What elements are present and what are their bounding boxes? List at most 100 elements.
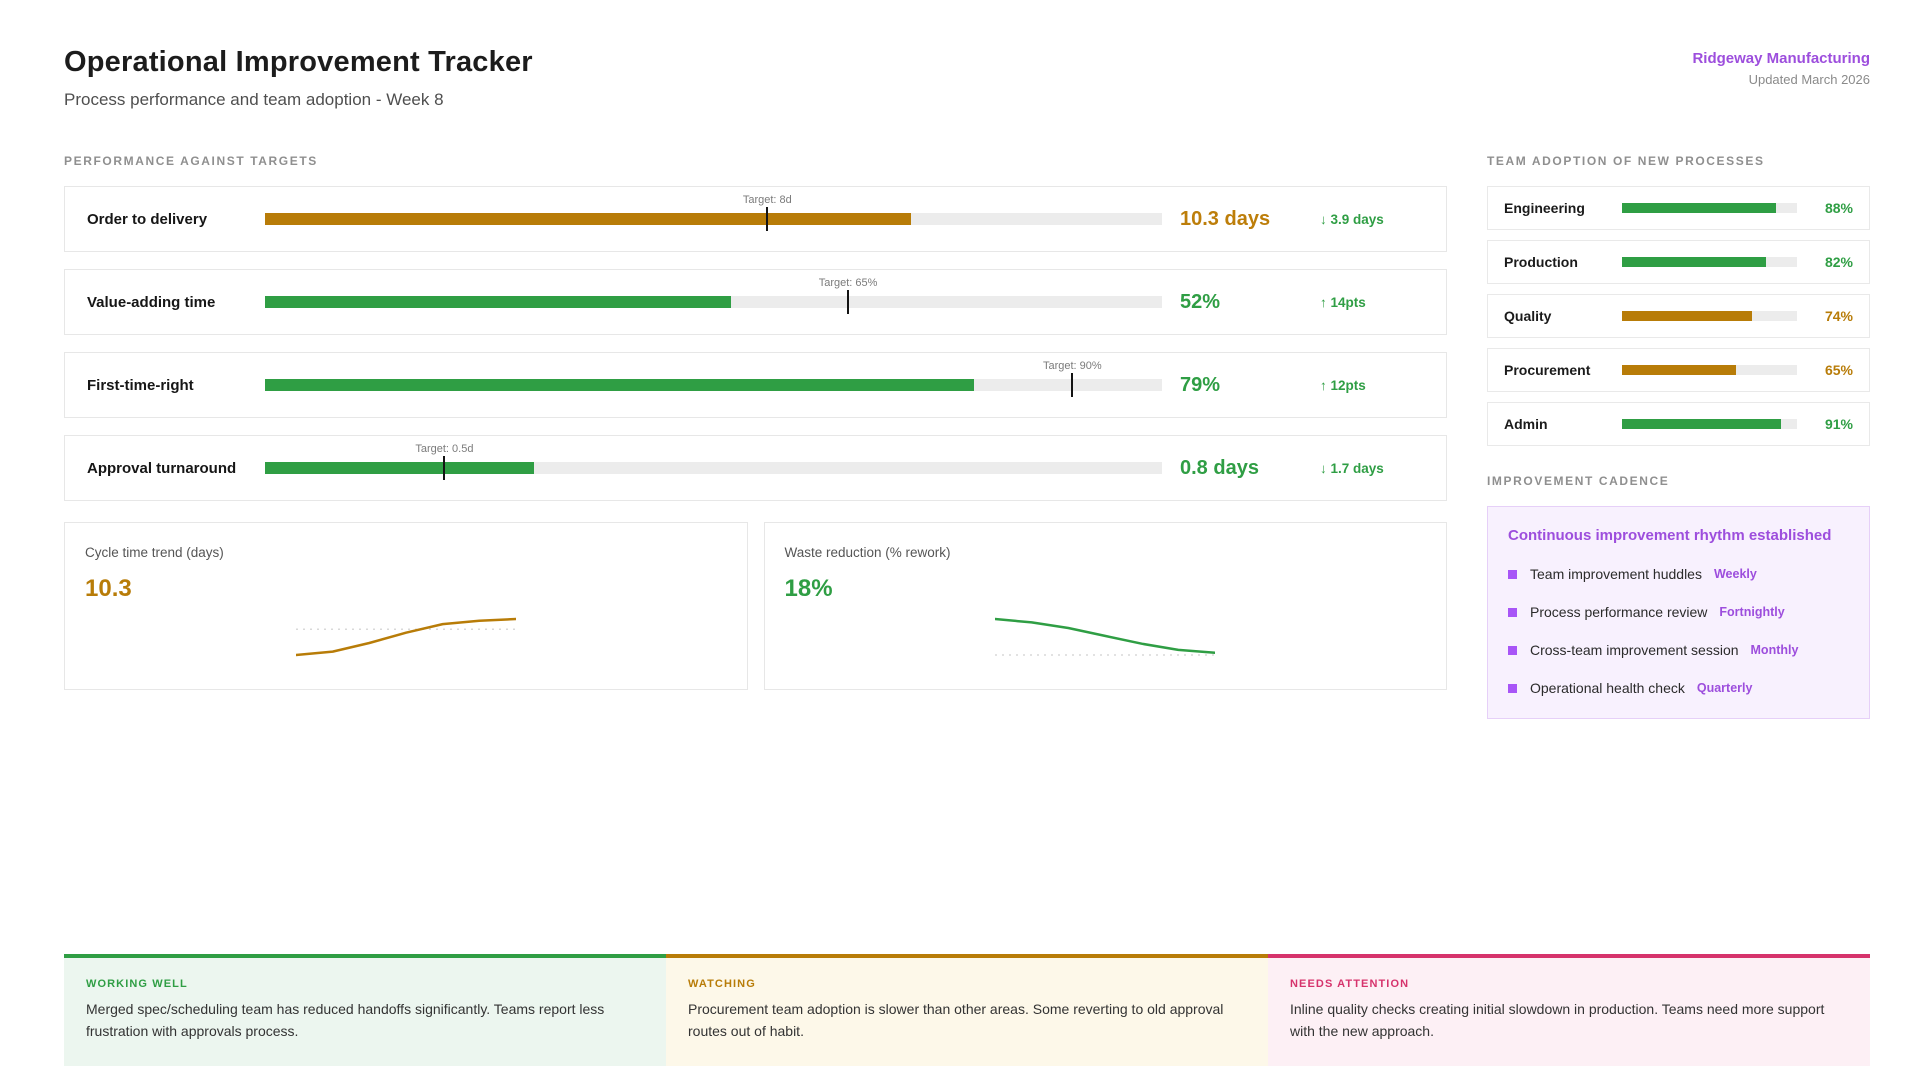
cadence-item: Process performance review Fortnightly <box>1508 604 1849 620</box>
metric-label: First-time-right <box>87 376 194 394</box>
adoption-pct: 88% <box>1824 200 1853 216</box>
target-marker <box>1071 373 1074 397</box>
watching-callout: WATCHING Procurement team adoption is sl… <box>666 954 1268 1067</box>
metric-delta: ↑ 14pts <box>1320 294 1366 310</box>
status-callouts: WORKING WELL Merged spec/scheduling team… <box>64 954 1870 1067</box>
metric-label: Value-adding time <box>87 293 216 311</box>
metric-bar-track <box>265 296 1162 308</box>
metric-label: Approval turnaround <box>87 459 237 477</box>
adoption-row: Engineering 88% <box>1487 186 1870 230</box>
main-grid: PERFORMANCE AGAINST TARGETS Order to del… <box>0 154 1920 719</box>
waste-reduction-sparkline <box>995 617 1216 656</box>
metric-value: 79% <box>1180 373 1221 396</box>
page-title: Operational Improvement Tracker <box>64 46 533 78</box>
adoption-bar-track <box>1622 203 1797 213</box>
metric-bar: Target: 0.5d <box>265 436 1162 500</box>
cadence-name: Operational health check <box>1530 680 1685 696</box>
cadence-title: Continuous improvement rhythm establishe… <box>1508 527 1832 544</box>
sidebar-column: TEAM ADOPTION OF NEW PROCESSES Engineeri… <box>1487 154 1870 719</box>
target-marker <box>847 290 850 314</box>
org-name: Ridgeway Manufacturing <box>1692 50 1870 67</box>
cadence-name: Cross-team improvement session <box>1530 642 1739 658</box>
adoption-section-header: TEAM ADOPTION OF NEW PROCESSES <box>1487 154 1765 168</box>
metric-bar: Target: 90% <box>265 353 1162 417</box>
chart-current-value: 18% <box>784 575 833 602</box>
team-label: Admin <box>1504 416 1548 432</box>
target-label: Target: 90% <box>1042 360 1102 372</box>
adoption-bar-fill <box>1622 365 1736 375</box>
adoption-bar-fill <box>1622 203 1776 213</box>
target-label: Target: 65% <box>818 277 878 289</box>
performance-section-header: PERFORMANCE AGAINST TARGETS <box>64 154 318 168</box>
metric-bar-fill <box>265 379 974 391</box>
waste-reduction-card: Waste reduction (% rework) 18% <box>763 522 1447 690</box>
metric-bar: Target: 65% <box>265 270 1162 334</box>
square-bullet-icon <box>1508 569 1517 579</box>
target-marker <box>766 207 769 231</box>
square-bullet-icon <box>1508 683 1517 693</box>
square-bullet-icon <box>1508 607 1517 617</box>
metric-bar: Target: 8d <box>265 187 1162 251</box>
team-label: Engineering <box>1504 200 1585 216</box>
cadence-item: Operational health check Quarterly <box>1508 680 1849 696</box>
metric-row: Order to delivery Target: 8d 10.3 days ↓… <box>64 186 1447 252</box>
callout-label: WATCHING <box>688 978 756 990</box>
adoption-bar-track <box>1622 365 1797 375</box>
performance-column: PERFORMANCE AGAINST TARGETS Order to del… <box>64 154 1447 719</box>
cadence-frequency: Quarterly <box>1696 681 1753 695</box>
metric-bar-track <box>265 462 1162 474</box>
target-marker <box>443 456 446 480</box>
team-label: Quality <box>1504 308 1552 324</box>
adoption-bar-track <box>1622 257 1797 267</box>
callout-label: NEEDS ATTENTION <box>1290 978 1410 990</box>
metric-value: 10.3 days <box>1180 207 1271 230</box>
metric-bar-track <box>265 213 1162 225</box>
adoption-bar-track <box>1622 311 1797 321</box>
metric-bar-fill <box>265 296 732 308</box>
metric-row: Approval turnaround Target: 0.5d 0.8 day… <box>64 435 1447 501</box>
metric-bar-track <box>265 379 1162 391</box>
cadence-frequency: Monthly <box>1750 643 1799 657</box>
adoption-bar-fill <box>1622 311 1752 321</box>
adoption-pct: 82% <box>1824 254 1853 270</box>
adoption-row: Admin 91% <box>1487 402 1870 446</box>
cadence-name: Process performance review <box>1530 604 1708 620</box>
callout-label: WORKING WELL <box>86 978 188 990</box>
metric-value: 52% <box>1180 290 1221 313</box>
callout-text: Merged spec/scheduling team has reduced … <box>86 1001 605 1039</box>
cadence-item: Cross-team improvement session Monthly <box>1508 642 1849 658</box>
team-label: Procurement <box>1504 362 1591 378</box>
chart-title: Cycle time trend (days) <box>85 545 224 560</box>
target-label: Target: 8d <box>742 194 792 206</box>
metric-bar-fill <box>265 213 911 225</box>
adoption-bar-track <box>1622 419 1797 429</box>
page-header: Operational Improvement Tracker Process … <box>0 0 1920 110</box>
adoption-row: Production 82% <box>1487 240 1870 284</box>
cadence-frequency: Fortnightly <box>1719 605 1785 619</box>
callout-text: Procurement team adoption is slower than… <box>688 1001 1224 1039</box>
trend-cards: Cycle time trend (days) 10.3 Waste reduc… <box>64 522 1447 690</box>
needs-attention-callout: NEEDS ATTENTION Inline quality checks cr… <box>1268 954 1870 1067</box>
adoption-pct: 65% <box>1824 362 1853 378</box>
target-label: Target: 0.5d <box>415 443 474 455</box>
cycle-time-trend-card: Cycle time trend (days) 10.3 <box>64 522 748 690</box>
adoption-bar-fill <box>1622 257 1766 267</box>
cadence-name: Team improvement huddles <box>1530 566 1702 582</box>
adoption-row: Procurement 65% <box>1487 348 1870 392</box>
metric-row: Value-adding time Target: 65% 52% ↑ 14pt… <box>64 269 1447 335</box>
metric-label: Order to delivery <box>87 210 208 228</box>
working-well-callout: WORKING WELL Merged spec/scheduling team… <box>64 954 666 1067</box>
chart-title: Waste reduction (% rework) <box>784 545 951 560</box>
metric-bar-fill <box>265 462 535 474</box>
team-label: Production <box>1504 254 1578 270</box>
metric-delta: ↓ 3.9 days <box>1320 211 1384 227</box>
adoption-pct: 74% <box>1824 308 1853 324</box>
adoption-pct: 91% <box>1824 416 1853 432</box>
page-subtitle: Process performance and team adoption - … <box>64 90 444 109</box>
callout-text: Inline quality checks creating initial s… <box>1290 1001 1825 1039</box>
metric-row: First-time-right Target: 90% 79% ↑ 12pts <box>64 352 1447 418</box>
cycle-time-sparkline <box>295 617 516 657</box>
square-bullet-icon <box>1508 645 1517 655</box>
cadence-card: Continuous improvement rhythm establishe… <box>1487 506 1870 719</box>
cadence-item: Team improvement huddles Weekly <box>1508 566 1849 582</box>
